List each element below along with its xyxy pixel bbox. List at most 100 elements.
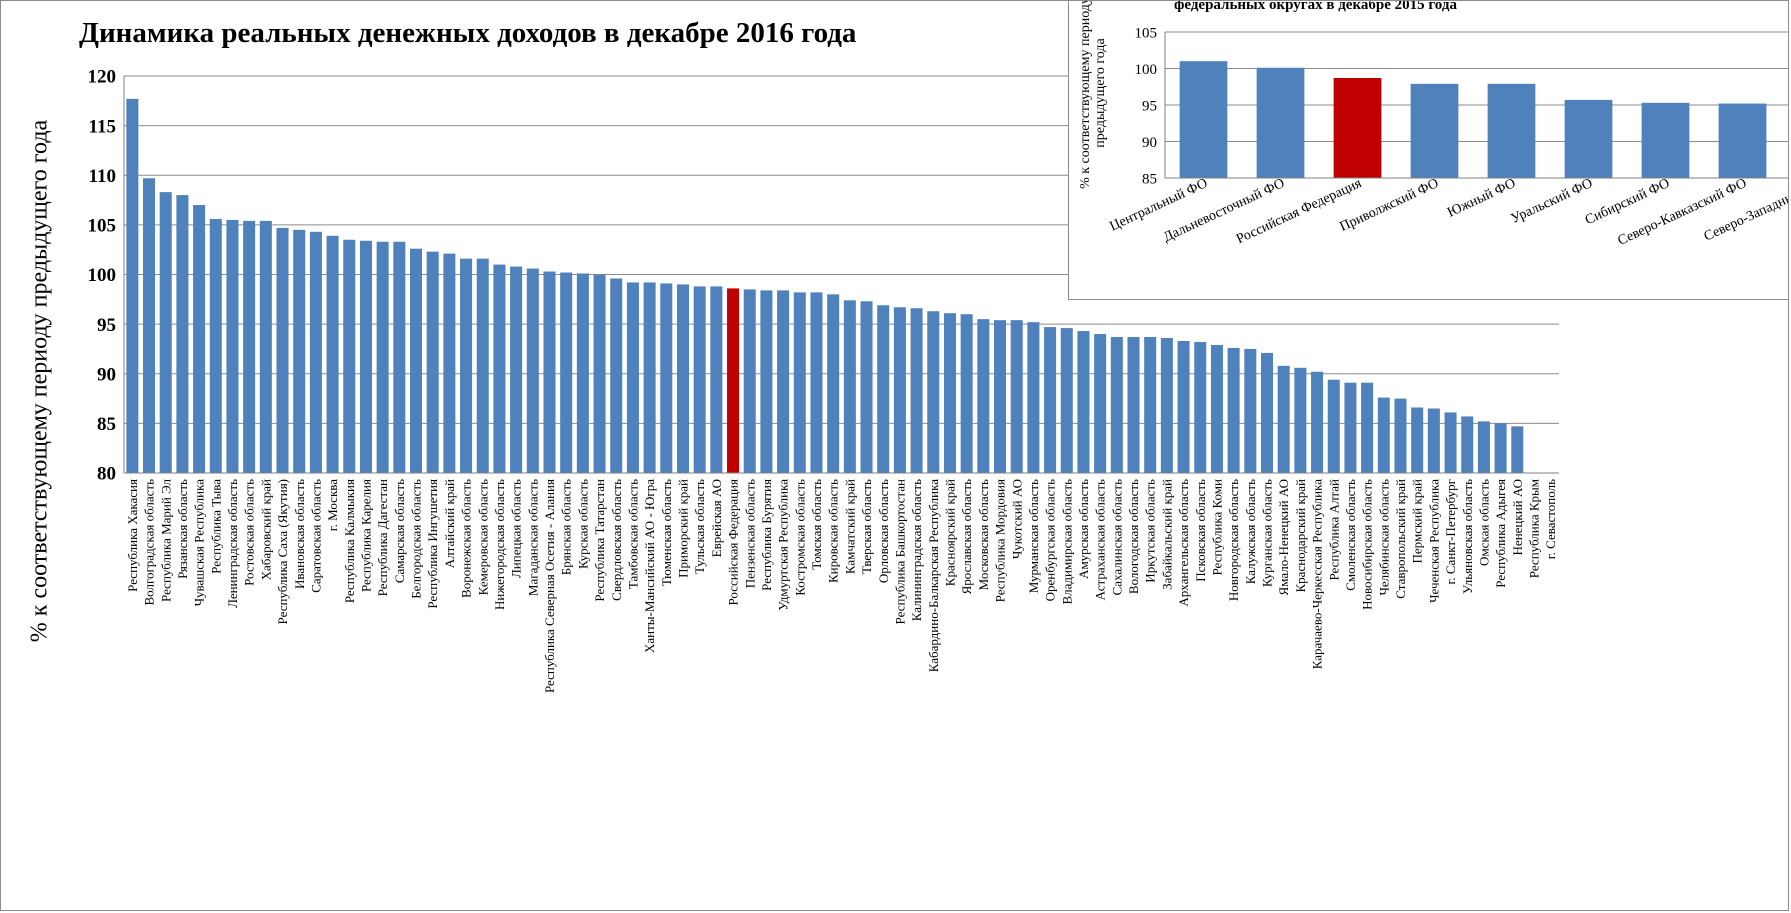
bar [860, 301, 873, 473]
bar [259, 220, 272, 473]
bar [576, 273, 589, 473]
bar [209, 218, 222, 473]
bar [359, 240, 372, 473]
x-tick-label: Ставропольский край [1393, 479, 1408, 599]
bar [943, 313, 956, 473]
bar [426, 251, 439, 473]
bar [376, 241, 389, 473]
bar [1327, 379, 1340, 473]
x-tick-label: Ростовская область [242, 479, 257, 586]
bar [326, 235, 339, 473]
bar [777, 290, 790, 473]
y-tick-label: 110 [89, 166, 116, 187]
inset-chart-panel: федеральных округах в декабре 2015 года … [1068, 0, 1789, 300]
x-tick-label: Кабардино-Балкарская Республика [926, 479, 941, 673]
x-tick-label: г. Санкт-Петербург [1443, 479, 1458, 584]
bar [1564, 99, 1613, 178]
x-tick-label: Республика Карелия [358, 479, 373, 592]
bar [1256, 67, 1305, 178]
bar [1718, 103, 1767, 178]
bar [1044, 327, 1057, 473]
x-tick-label: Сахалинская область [1109, 479, 1124, 595]
bar [1210, 344, 1223, 473]
x-tick-label: Вологодская область [1126, 479, 1141, 594]
bar [343, 239, 356, 473]
inset-chart-title: федеральных округах в декабре 2015 года [1174, 0, 1457, 13]
x-tick-label: Оренбургская область [1043, 479, 1058, 601]
bar [660, 283, 673, 473]
x-tick-label: Челябинская область [1376, 479, 1391, 596]
x-tick-label: Тюменская область [659, 479, 674, 586]
x-tick-label: Новгородская область [1226, 479, 1241, 601]
y-tick-label: 115 [89, 116, 116, 137]
x-tick-label: Саратовская область [308, 479, 323, 593]
y-tick-label: 90 [1142, 135, 1157, 151]
bar [560, 272, 573, 473]
bar [743, 289, 756, 473]
x-tick-label: Липецкая область [509, 479, 524, 578]
x-tick-label: Республика Бурятия [759, 479, 774, 591]
x-tick-label: Алтайский край [442, 479, 457, 568]
y-tick-label: 95 [1142, 98, 1157, 114]
bar [1361, 382, 1374, 473]
x-tick-label: Магаданская область [525, 479, 540, 596]
x-tick-label: Костромская область [792, 479, 807, 596]
bar [510, 266, 523, 473]
x-tick-label: Республика Башкортостан [892, 479, 907, 625]
x-tick-label: Воронежская область [459, 479, 474, 598]
bar [1177, 340, 1190, 473]
bar [1260, 352, 1274, 473]
x-tick-label: Северо-Кавказский ФО [1616, 176, 1749, 249]
bar [994, 320, 1007, 473]
bar [793, 292, 806, 473]
bar [1344, 382, 1357, 473]
x-tick-label: Приморский край [676, 479, 691, 578]
x-tick-label: Тульская область [692, 479, 707, 574]
bar [1427, 408, 1440, 473]
bar [893, 307, 906, 473]
y-tick-label: 85 [1142, 171, 1157, 187]
x-tick-label: Смоленская область [1343, 479, 1358, 591]
x-tick-label: Чувашская Республика [192, 479, 207, 607]
x-tick-label: Брянская область [559, 479, 574, 575]
bar [460, 258, 473, 473]
bar [1227, 347, 1240, 473]
y-tick-label: 100 [1135, 62, 1158, 78]
bar [493, 264, 506, 473]
bar [1294, 367, 1307, 473]
bar [626, 282, 639, 473]
bar [1641, 102, 1690, 178]
x-tick-label: Ханты-Мансийский АО - Югра [642, 479, 657, 653]
x-tick-label: Кемеровская область [475, 479, 490, 595]
bar [1411, 407, 1424, 473]
x-tick-label: Республика Крым [1527, 479, 1542, 578]
bar [1477, 421, 1490, 473]
bar [760, 290, 773, 473]
bar [1461, 416, 1474, 473]
bar [1127, 337, 1140, 473]
x-tick-label: Свердловская область [609, 479, 624, 601]
x-tick-label: Российская Федерация [726, 479, 741, 606]
bar [126, 98, 139, 473]
bar [1394, 398, 1407, 473]
bar [1244, 348, 1257, 473]
bar-highlight [727, 288, 740, 473]
x-tick-label: Кировская область [826, 479, 841, 583]
x-tick-label: Ярославская область [959, 479, 974, 594]
x-tick-label: Калужская область [1243, 479, 1258, 584]
bar [1027, 322, 1040, 473]
x-tick-label: Удмуртская Республика [776, 479, 791, 611]
bar-highlight [1333, 77, 1382, 178]
bar [309, 231, 322, 473]
bar [610, 278, 623, 473]
bar [927, 311, 940, 473]
bar [1110, 337, 1123, 473]
x-tick-label: Ивановская область [292, 479, 307, 589]
bar [409, 248, 423, 473]
bar [843, 300, 856, 473]
bar [710, 286, 723, 473]
y-tick-label: 90 [97, 364, 116, 385]
x-tick-label: Хабаровский край [258, 479, 273, 580]
x-tick-label: Мурманская область [1026, 479, 1041, 593]
x-tick-label: Курская область [575, 479, 590, 569]
